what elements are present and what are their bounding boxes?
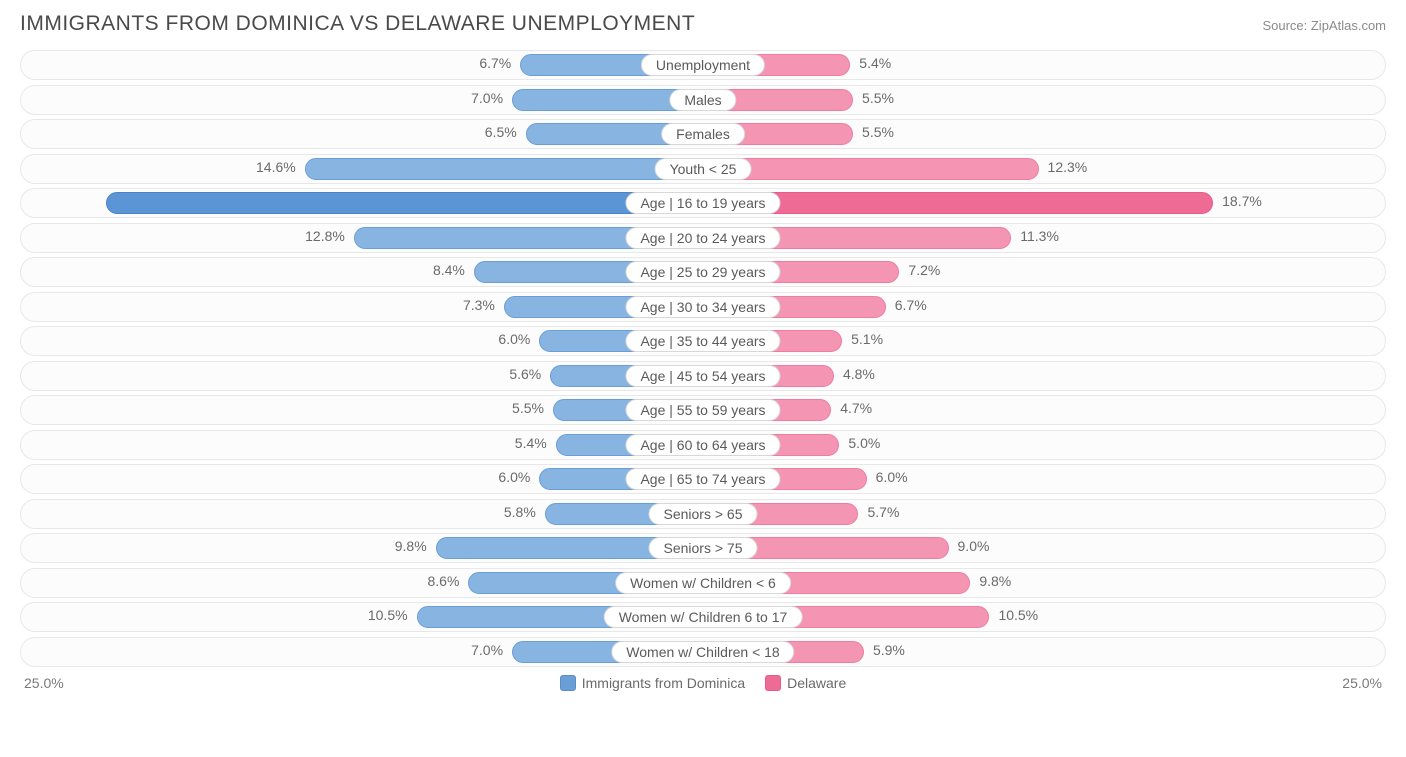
value-right: 5.9% xyxy=(863,642,905,658)
value-left: 6.0% xyxy=(498,469,540,485)
value-left: 6.0% xyxy=(498,331,540,347)
chart-row: 9.8% 9.0% Seniors > 75 xyxy=(20,533,1386,563)
value-left: 12.8% xyxy=(305,228,355,244)
chart-row: 5.5% 4.7% Age | 55 to 59 years xyxy=(20,395,1386,425)
category-label: Age | 30 to 34 years xyxy=(625,296,780,318)
category-label: Age | 65 to 74 years xyxy=(625,468,780,490)
value-left: 14.6% xyxy=(256,159,306,175)
value-left: 5.4% xyxy=(515,435,557,451)
category-label: Age | 45 to 54 years xyxy=(625,365,780,387)
bar-left: 14.6% xyxy=(305,158,703,180)
chart-title: IMMIGRANTS FROM DOMINICA VS DELAWARE UNE… xyxy=(20,12,695,36)
value-left: 7.0% xyxy=(471,642,513,658)
value-right: 12.3% xyxy=(1038,159,1088,175)
category-label: Women w/ Children < 18 xyxy=(611,641,794,663)
bar-left: 21.9% xyxy=(106,192,703,214)
chart-row: 6.0% 6.0% Age | 65 to 74 years xyxy=(20,464,1386,494)
chart-row: 14.6%12.3%Youth < 25 xyxy=(20,154,1386,184)
chart-footer: 25.0% Immigrants from Dominica Delaware … xyxy=(20,675,1386,691)
value-right: 4.7% xyxy=(830,400,872,416)
value-right: 6.7% xyxy=(885,297,927,313)
value-left: 5.5% xyxy=(512,400,554,416)
chart-row: 6.7% 5.4% Unemployment xyxy=(20,50,1386,80)
chart-row: 10.5% 10.5% Women w/ Children 6 to 17 xyxy=(20,602,1386,632)
value-right: 9.0% xyxy=(948,538,990,554)
value-left: 6.5% xyxy=(485,124,527,140)
value-left: 8.6% xyxy=(427,573,469,589)
chart-row: 5.8% 5.7% Seniors > 65 xyxy=(20,499,1386,529)
value-right: 9.8% xyxy=(969,573,1011,589)
value-right: 7.2% xyxy=(898,262,940,278)
value-left: 7.3% xyxy=(463,297,505,313)
value-right: 10.5% xyxy=(988,607,1038,623)
chart-row: 6.0% 5.1% Age | 35 to 44 years xyxy=(20,326,1386,356)
value-right: 5.4% xyxy=(849,55,891,71)
legend-swatch-blue xyxy=(560,675,576,691)
legend-label-left: Immigrants from Dominica xyxy=(582,675,745,691)
legend-swatch-pink xyxy=(765,675,781,691)
legend-item-right: Delaware xyxy=(765,675,846,691)
value-right: 5.0% xyxy=(838,435,880,451)
category-label: Seniors > 75 xyxy=(649,537,758,559)
chart-row: 6.5% 5.5% Females xyxy=(20,119,1386,149)
value-right: 6.0% xyxy=(866,469,908,485)
axis-label-left: 25.0% xyxy=(24,675,64,691)
bar-right: 12.3% xyxy=(703,158,1039,180)
chart-row: 12.8% 11.3% Age | 20 to 24 years xyxy=(20,223,1386,253)
chart-row: 7.0% 5.9% Women w/ Children < 18 xyxy=(20,637,1386,667)
category-label: Age | 35 to 44 years xyxy=(625,330,780,352)
category-label: Women w/ Children < 6 xyxy=(615,572,791,594)
value-right: 5.1% xyxy=(841,331,883,347)
category-label: Males xyxy=(669,89,736,111)
chart-row: 7.0% 5.5% Males xyxy=(20,85,1386,115)
category-label: Age | 60 to 64 years xyxy=(625,434,780,456)
value-left: 7.0% xyxy=(471,90,513,106)
category-label: Age | 20 to 24 years xyxy=(625,227,780,249)
value-left: 5.6% xyxy=(509,366,551,382)
value-left: 6.7% xyxy=(479,55,521,71)
value-right: 18.7% xyxy=(1212,193,1262,209)
value-left: 10.5% xyxy=(368,607,418,623)
chart-row: 8.6% 9.8% Women w/ Children < 6 xyxy=(20,568,1386,598)
category-label: Youth < 25 xyxy=(655,158,752,180)
value-left: 5.8% xyxy=(504,504,546,520)
category-label: Age | 16 to 19 years xyxy=(625,192,780,214)
category-label: Females xyxy=(661,123,745,145)
category-label: Unemployment xyxy=(641,54,765,76)
value-left: 9.8% xyxy=(395,538,437,554)
axis-label-right: 25.0% xyxy=(1342,675,1382,691)
category-label: Women w/ Children 6 to 17 xyxy=(604,606,803,628)
chart-area: 6.7% 5.4% Unemployment 7.0% 5.5% Males 6.5% 5.5… xyxy=(20,50,1386,667)
category-label: Age | 25 to 29 years xyxy=(625,261,780,283)
value-right: 5.7% xyxy=(857,504,899,520)
chart-row: 5.6% 4.8% Age | 45 to 54 years xyxy=(20,361,1386,391)
chart-row: 8.4% 7.2% Age | 25 to 29 years xyxy=(20,257,1386,287)
value-right: 4.8% xyxy=(833,366,875,382)
chart-source: Source: ZipAtlas.com xyxy=(1262,18,1386,33)
chart-header: IMMIGRANTS FROM DOMINICA VS DELAWARE UNE… xyxy=(20,12,1386,36)
category-label: Seniors > 65 xyxy=(649,503,758,525)
chart-row: 5.4% 5.0% Age | 60 to 64 years xyxy=(20,430,1386,460)
chart-row: 7.3% 6.7% Age | 30 to 34 years xyxy=(20,292,1386,322)
category-label: Age | 55 to 59 years xyxy=(625,399,780,421)
value-right: 5.5% xyxy=(852,90,894,106)
legend: Immigrants from Dominica Delaware xyxy=(560,675,847,691)
value-right: 11.3% xyxy=(1010,228,1059,244)
legend-item-left: Immigrants from Dominica xyxy=(560,675,745,691)
chart-row: 21.9% 18.7% Age | 16 to 19 years xyxy=(20,188,1386,218)
value-right: 5.5% xyxy=(852,124,894,140)
value-left: 8.4% xyxy=(433,262,475,278)
legend-label-right: Delaware xyxy=(787,675,846,691)
